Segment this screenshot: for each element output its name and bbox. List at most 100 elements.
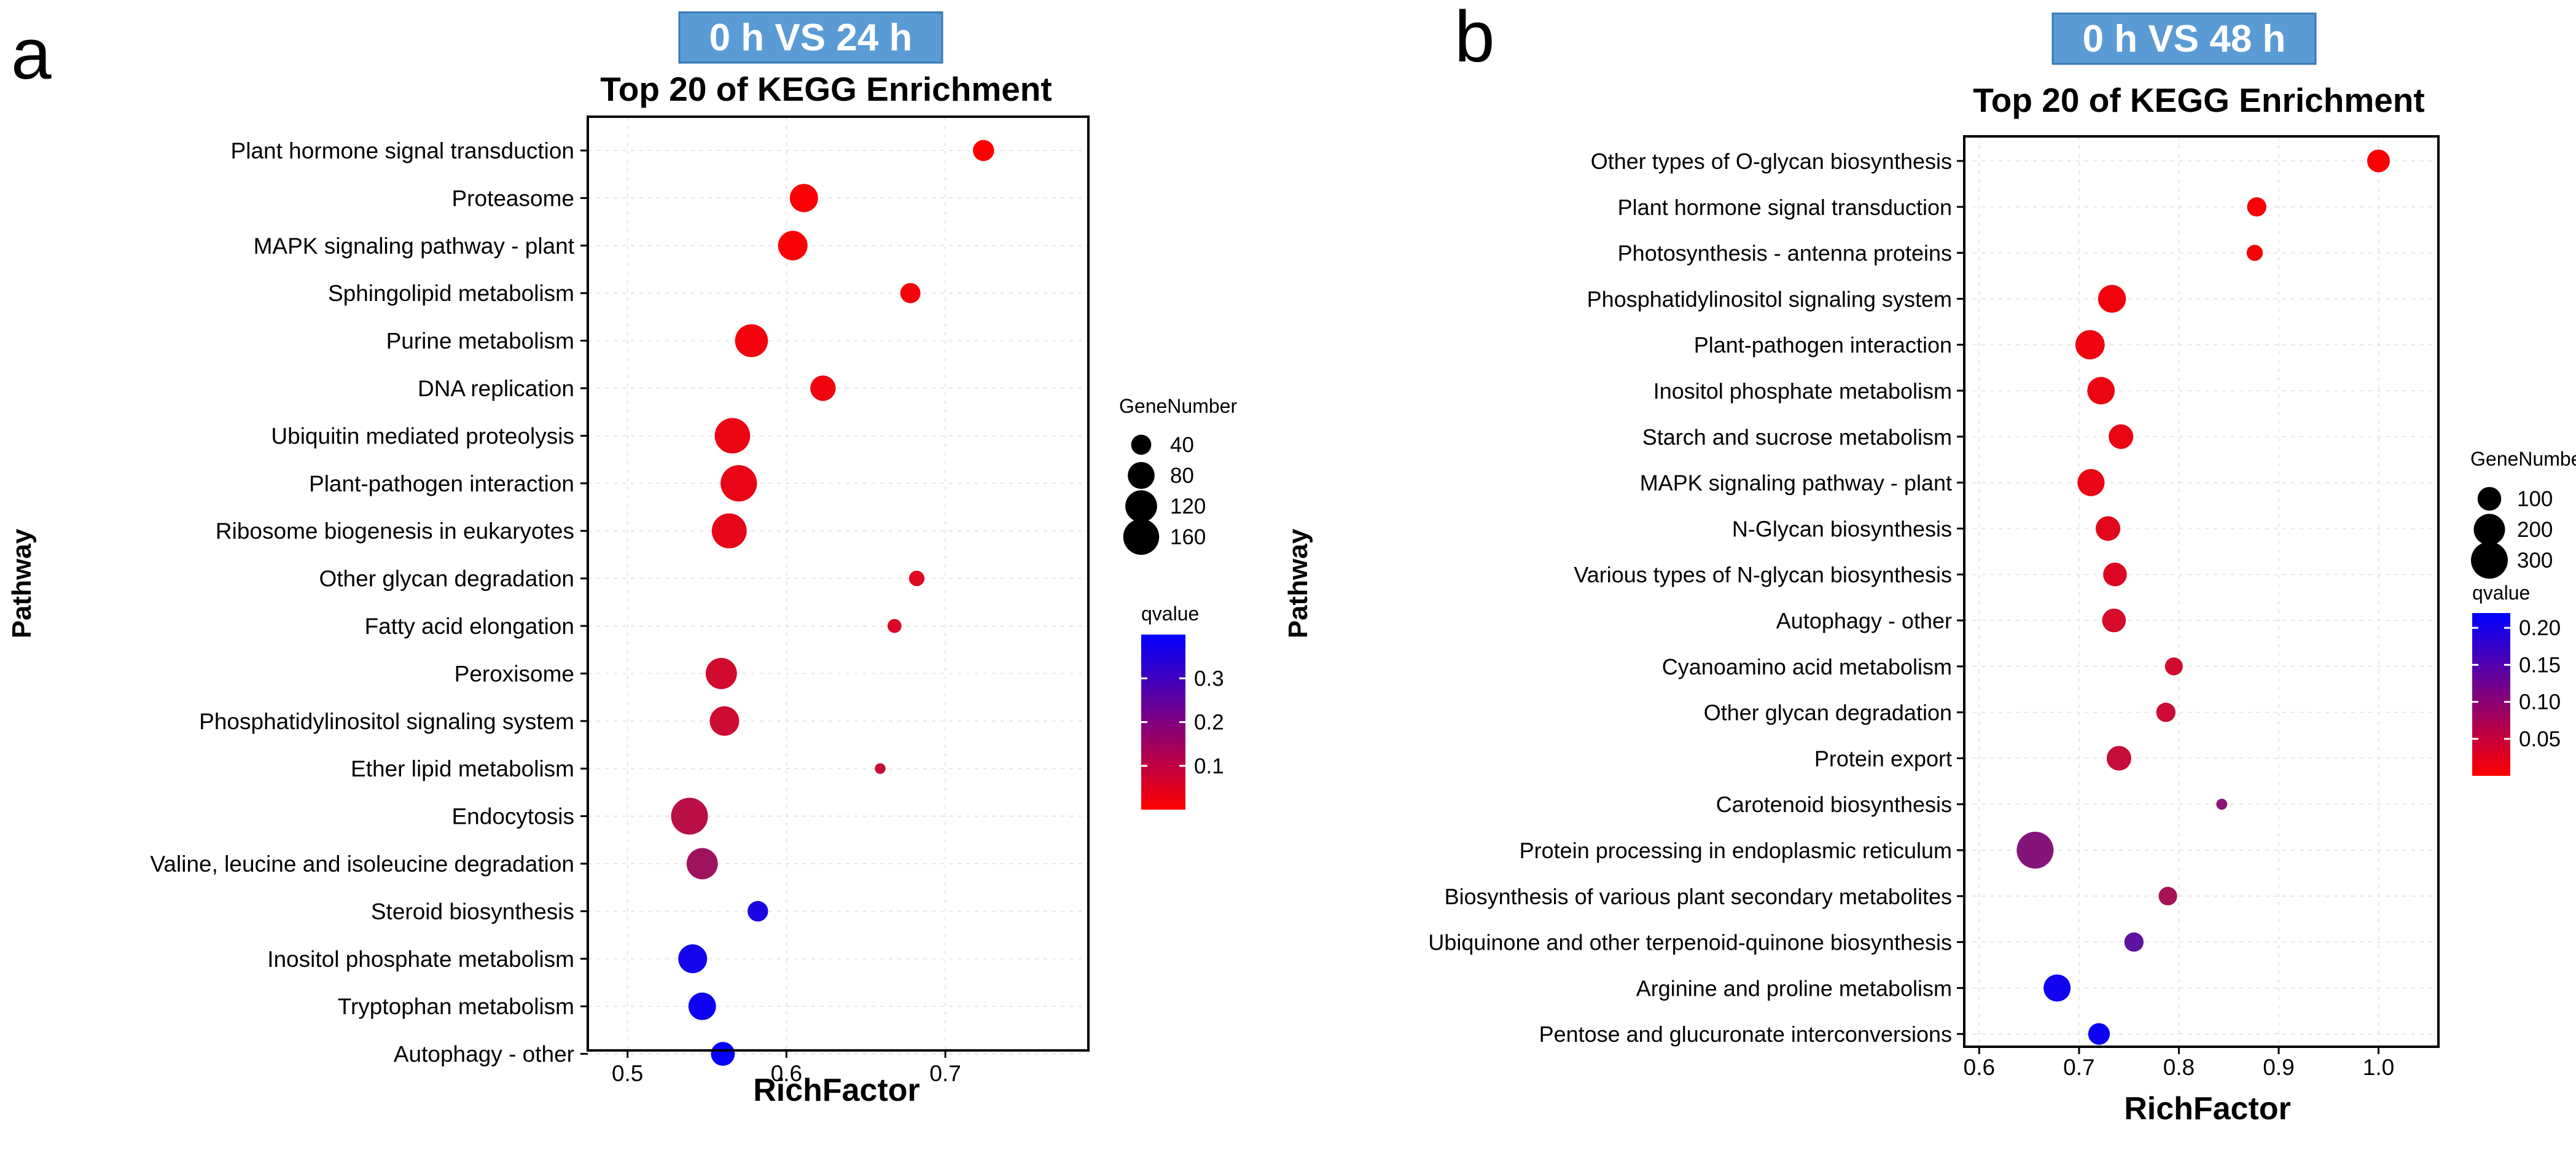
size-legend-b: 100 200 300 bbox=[2471, 487, 2553, 579]
size-legend-dot bbox=[1128, 462, 1155, 489]
size-legend-dot bbox=[1131, 434, 1152, 455]
enrichment-point bbox=[714, 418, 751, 454]
color-legend-label: 0.1 bbox=[1194, 754, 1224, 778]
enrichment-point bbox=[671, 797, 708, 835]
x-axis-label-b: RichFactor bbox=[2124, 1091, 2291, 1127]
color-legend-title-b: qvalue bbox=[2472, 582, 2530, 604]
pathway-label: Sphingolipid metabolism bbox=[328, 281, 574, 306]
color-legend-label: 0.20 bbox=[2519, 616, 2561, 640]
pathway-label: Proteasome bbox=[452, 186, 575, 211]
enrichment-point bbox=[2102, 608, 2126, 633]
size-legend-a: 40 80 120 160 bbox=[1123, 433, 1206, 555]
enrichment-point bbox=[887, 619, 902, 633]
pathway-label: Ubiquinone and other terpenoid-quinone b… bbox=[1428, 930, 1952, 955]
enrichment-point bbox=[2247, 197, 2266, 217]
panel-b: b 0 h VS 48 h Top 20 of KEGG Enrichment … bbox=[1283, 0, 2576, 1127]
enrichment-point bbox=[875, 763, 886, 774]
size-legend-dot bbox=[1123, 518, 1160, 555]
x-tick-label: 1.0 bbox=[2363, 1055, 2394, 1080]
pathway-label: Photosynthesis - antenna proteins bbox=[1618, 241, 1952, 266]
size-legend-label: 300 bbox=[2517, 549, 2553, 573]
enrichment-point bbox=[735, 324, 768, 358]
plot-frame-b bbox=[1963, 135, 2440, 1048]
pathway-label: Pentose and glucuronate interconversions bbox=[1539, 1022, 1952, 1047]
pathway-label: Other glycan degradation bbox=[319, 566, 575, 592]
enrichment-point bbox=[2098, 284, 2126, 313]
enrichment-point bbox=[2103, 562, 2127, 587]
comparison-banner-a bbox=[678, 11, 943, 64]
color-legend-label: 0.2 bbox=[1194, 711, 1224, 735]
pathway-label: Autophagy - other bbox=[394, 1042, 574, 1067]
color-legend-label: 0.3 bbox=[1194, 666, 1224, 690]
pathway-label: Endocytosis bbox=[452, 804, 575, 829]
comparison-label-b: 0 h VS 48 h bbox=[2083, 18, 2286, 60]
enrichment-point bbox=[720, 465, 757, 502]
pathway-label: Peroxisome bbox=[455, 661, 574, 686]
enrichment-point bbox=[2095, 516, 2121, 541]
pathway-label: DNA replication bbox=[418, 376, 574, 401]
pathway-label: Autophagy - other bbox=[1776, 608, 1952, 633]
enrichment-point bbox=[2043, 974, 2071, 1002]
enrichment-point bbox=[747, 901, 768, 922]
color-legend-label: 0.10 bbox=[2519, 690, 2561, 714]
pathway-label: MAPK signaling pathway - plant bbox=[1640, 471, 1952, 496]
y-axis-label-a: Pathway bbox=[7, 528, 37, 638]
pathway-label: Carotenoid biosynthesis bbox=[1716, 792, 1952, 817]
enrichment-point bbox=[711, 1042, 735, 1066]
pathway-label: Starch and sucrose metabolism bbox=[1642, 424, 1952, 450]
enrichment-point bbox=[688, 992, 716, 1020]
points-b bbox=[2016, 149, 2390, 1045]
x-tick-label: 0.5 bbox=[612, 1061, 643, 1086]
pathway-label: N-Glycan biosynthesis bbox=[1732, 516, 1952, 541]
y-axis-label-b: Pathway bbox=[1283, 528, 1313, 638]
size-legend-dot bbox=[2471, 542, 2508, 579]
enrichment-point bbox=[2246, 244, 2263, 261]
pathway-label: Plant hormone signal transduction bbox=[231, 138, 574, 163]
pathway-label: MAPK signaling pathway - plant bbox=[254, 233, 575, 259]
size-legend-label: 120 bbox=[1170, 495, 1206, 518]
pathway-label: Arginine and proline metabolism bbox=[1636, 975, 1952, 1001]
color-legend-label: 0.15 bbox=[2519, 653, 2561, 677]
enrichment-point bbox=[2216, 799, 2228, 810]
enrichment-point bbox=[705, 657, 737, 689]
x-tick-label: 0.6 bbox=[1964, 1055, 1995, 1080]
enrichment-point bbox=[900, 283, 921, 303]
enrichment-point bbox=[678, 944, 708, 974]
pathway-label: Other types of O-glycan biosynthesis bbox=[1591, 149, 1952, 174]
color-legend-label: 0.05 bbox=[2519, 727, 2561, 751]
pathway-label: Phosphatidylinositol signaling system bbox=[1587, 286, 1952, 311]
enrichment-point bbox=[2109, 424, 2134, 449]
pathway-label: Inositol phosphate metabolism bbox=[267, 947, 574, 972]
enrichment-point bbox=[2367, 149, 2390, 173]
pathway-label: Fatty acid elongation bbox=[365, 614, 574, 639]
size-legend-dot bbox=[2477, 487, 2502, 511]
color-legend-ticks-b: 0.05 0.10 0.15 0.20 bbox=[2472, 616, 2561, 751]
size-legend-label: 100 bbox=[2517, 487, 2553, 511]
size-legend-label: 200 bbox=[2517, 518, 2553, 542]
color-legend-bar-b bbox=[2472, 613, 2510, 776]
enrichment-point bbox=[2164, 657, 2183, 676]
enrichment-point bbox=[2077, 469, 2105, 496]
size-legend-label: 160 bbox=[1170, 525, 1206, 549]
pathway-label: Cyanoamino acid metabolism bbox=[1662, 654, 1952, 679]
pathway-label: Steroid biosynthesis bbox=[371, 899, 574, 924]
size-legend-label: 40 bbox=[1170, 433, 1194, 457]
pathway-label: Ether lipid metabolism bbox=[351, 756, 574, 781]
enrichment-point bbox=[2016, 832, 2054, 869]
enrichment-point bbox=[709, 706, 740, 736]
y-tick-labels-b: Other types of O-glycan biosynthesis Plan… bbox=[1428, 149, 1964, 1047]
x-tick-label: 0.6 bbox=[771, 1061, 802, 1086]
size-legend-dot bbox=[2473, 514, 2505, 545]
enrichment-point bbox=[810, 375, 836, 401]
x-tick-label: 0.8 bbox=[2163, 1055, 2195, 1080]
enrichment-point bbox=[711, 513, 747, 549]
enrichment-point bbox=[686, 848, 718, 880]
enrichment-point bbox=[2156, 702, 2176, 722]
gridlines-a bbox=[588, 117, 1088, 1055]
enrichment-point bbox=[778, 230, 808, 260]
x-tick-labels-a: 0.5 0.6 0.7 bbox=[612, 1050, 961, 1086]
x-tick-label: 0.9 bbox=[2263, 1055, 2294, 1080]
enrichment-point bbox=[2087, 377, 2115, 405]
x-tick-label: 0.7 bbox=[2063, 1055, 2094, 1080]
color-legend-title-a: qvalue bbox=[1141, 603, 1199, 625]
